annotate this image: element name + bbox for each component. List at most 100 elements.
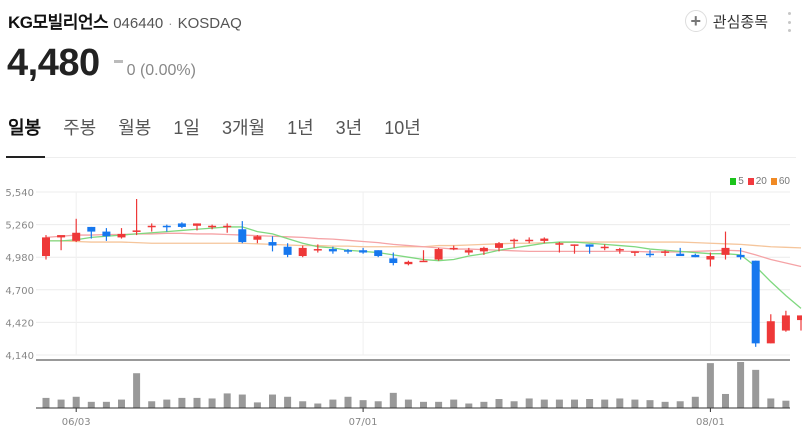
volume-bar <box>314 403 322 408</box>
volume-bar <box>329 399 337 408</box>
candle[interactable] <box>147 223 156 232</box>
quote-row: 4,480 0 (0.00%) <box>7 42 196 85</box>
volume-bar <box>374 401 382 408</box>
candle[interactable] <box>781 310 790 332</box>
tab-3years[interactable]: 3년 <box>335 118 363 138</box>
candle[interactable] <box>510 238 519 248</box>
ma-legend: 5 20 60 <box>726 176 790 187</box>
volume-bar <box>540 399 548 408</box>
add-favorite-button[interactable]: + 관심종목 <box>684 10 768 32</box>
volume-bar <box>269 394 276 408</box>
volume-bar <box>223 393 231 408</box>
candle[interactable] <box>238 221 247 244</box>
y-axis-label: 4,140 <box>5 351 34 362</box>
candle[interactable] <box>630 251 639 257</box>
candle[interactable] <box>374 250 383 258</box>
candle[interactable] <box>419 250 428 263</box>
candle[interactable] <box>57 235 66 251</box>
volume-bar <box>253 402 261 408</box>
volume-bar <box>450 399 458 408</box>
favorite-label: 관심종목 <box>712 13 768 31</box>
candle[interactable] <box>570 244 579 254</box>
candle[interactable] <box>555 242 564 253</box>
candle[interactable] <box>615 247 624 254</box>
tab-3months[interactable]: 3개월 <box>221 118 266 138</box>
volume-bar <box>616 398 624 408</box>
tab-1day[interactable]: 1일 <box>173 118 200 138</box>
volume-bar <box>420 401 427 408</box>
candle[interactable] <box>479 246 488 255</box>
volume-bar <box>752 369 760 408</box>
candle[interactable] <box>540 237 549 244</box>
volume-bar <box>389 392 397 408</box>
candle[interactable] <box>464 247 473 255</box>
candle[interactable] <box>449 245 458 251</box>
volume-bar <box>691 396 699 408</box>
tab-weekly[interactable]: 주봉 <box>63 118 97 138</box>
volume-bar <box>404 399 412 408</box>
volume-bar <box>525 398 533 408</box>
volume-bar <box>510 401 518 408</box>
candle[interactable] <box>691 253 700 258</box>
candle[interactable] <box>797 315 802 331</box>
candle[interactable] <box>766 314 775 344</box>
price-change: 0 (0.00%) <box>126 62 196 79</box>
candle[interactable] <box>344 249 352 254</box>
candle[interactable] <box>223 223 232 233</box>
candle[interactable] <box>117 228 126 239</box>
volume-bar <box>284 396 292 408</box>
candle[interactable] <box>208 224 217 230</box>
candle[interactable] <box>132 198 141 236</box>
candle[interactable] <box>404 260 413 266</box>
ma20-label: 20 <box>755 176 767 187</box>
candle[interactable] <box>162 224 171 232</box>
candle[interactable] <box>193 223 201 231</box>
candle[interactable] <box>298 245 307 258</box>
volume-bar <box>465 403 473 408</box>
candle[interactable] <box>721 231 730 260</box>
tab-10years[interactable]: 10년 <box>384 118 421 138</box>
candle[interactable] <box>389 252 398 266</box>
candle[interactable] <box>268 236 277 252</box>
candle[interactable] <box>42 235 50 260</box>
candle[interactable] <box>177 222 186 229</box>
candle[interactable] <box>359 247 368 254</box>
candle[interactable] <box>72 218 81 243</box>
volume-bar <box>737 362 745 408</box>
tab-daily[interactable]: 일봉 <box>8 118 42 138</box>
volume-bar <box>767 398 775 408</box>
tab-1year[interactable]: 1년 <box>287 118 314 138</box>
candle[interactable] <box>646 250 654 258</box>
candle[interactable] <box>751 260 760 347</box>
period-tabs: 일봉 주봉 월봉 1일 3개월 1년 3년 10년 <box>8 114 443 154</box>
tab-monthly[interactable]: 월봉 <box>118 118 152 138</box>
candle[interactable] <box>600 244 609 251</box>
candle[interactable] <box>661 250 670 257</box>
volume-bar <box>661 401 669 408</box>
candle[interactable] <box>283 243 292 258</box>
candle[interactable] <box>313 244 322 253</box>
candle[interactable] <box>585 244 594 254</box>
volume-bar <box>601 399 609 408</box>
volume-bar <box>722 393 729 408</box>
candle[interactable] <box>495 242 503 252</box>
volume-bar <box>208 398 216 408</box>
candle[interactable] <box>676 247 685 257</box>
candle[interactable] <box>736 247 745 260</box>
volume-bar <box>118 399 125 408</box>
volume-bar <box>435 401 443 408</box>
volume-bar <box>193 397 201 408</box>
candle[interactable] <box>706 252 715 267</box>
candle[interactable] <box>434 247 443 261</box>
candle[interactable] <box>102 228 111 241</box>
more-vertical-icon[interactable] <box>786 12 792 32</box>
candle[interactable] <box>253 235 262 244</box>
volume-bar <box>72 396 80 408</box>
candle[interactable] <box>328 246 337 254</box>
current-price: 4,480 <box>7 42 100 84</box>
volume-bar <box>571 399 578 408</box>
candle[interactable] <box>87 226 96 239</box>
candle[interactable] <box>525 237 534 244</box>
volume-bar <box>133 373 141 408</box>
